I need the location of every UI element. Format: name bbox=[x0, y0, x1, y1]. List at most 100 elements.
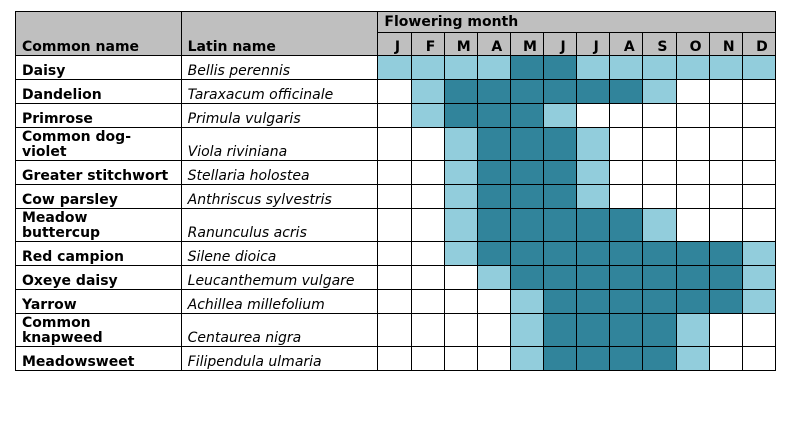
month-cell bbox=[543, 265, 578, 290]
month-cell bbox=[576, 184, 611, 209]
month-cell bbox=[377, 241, 412, 266]
month-cell bbox=[443, 79, 478, 104]
month-cell bbox=[509, 79, 545, 104]
month-cell bbox=[476, 241, 511, 266]
month-cell bbox=[410, 289, 445, 314]
month-cell bbox=[642, 160, 677, 185]
month-cell bbox=[642, 346, 677, 371]
month-cell bbox=[476, 55, 511, 80]
common-name-cell: Meadow buttercup bbox=[15, 208, 182, 242]
month-cell bbox=[476, 127, 511, 161]
common-name-cell: Oxeye daisy bbox=[15, 265, 182, 290]
month-cell bbox=[609, 313, 644, 347]
month-cell bbox=[741, 184, 777, 209]
month-cell bbox=[443, 208, 478, 242]
common-name-text: Cow parsley bbox=[22, 192, 118, 208]
month-cell bbox=[377, 346, 412, 371]
common-name-cell: Greater stitchwort bbox=[15, 160, 182, 185]
month-cell bbox=[675, 241, 710, 266]
month-cell bbox=[509, 127, 545, 161]
latin-name-cell: Silene dioica bbox=[180, 241, 379, 266]
month-header: J bbox=[543, 32, 578, 56]
month-cell bbox=[377, 184, 412, 209]
month-cell bbox=[708, 265, 743, 290]
month-header: J bbox=[576, 32, 611, 56]
month-cell bbox=[741, 208, 777, 242]
month-cell bbox=[609, 241, 644, 266]
month-cell bbox=[708, 160, 743, 185]
month-cell bbox=[708, 184, 743, 209]
month-cell bbox=[675, 346, 710, 371]
header-common-name: Common name bbox=[15, 11, 182, 56]
month-cell bbox=[675, 79, 710, 104]
latin-name-cell: Achillea millefolium bbox=[180, 289, 379, 314]
month-cell bbox=[410, 241, 445, 266]
table-row: Yarrow Achillea millefolium bbox=[15, 289, 777, 314]
table-row: Dandelion Taraxacum officinale bbox=[15, 79, 777, 104]
table-row: Red campion Silene dioica bbox=[15, 241, 777, 266]
month-cell bbox=[675, 103, 710, 128]
month-cell bbox=[476, 313, 511, 347]
month-cell bbox=[675, 55, 710, 80]
month-cell bbox=[609, 103, 644, 128]
table-row: Daisy Bellis perennis bbox=[15, 55, 777, 80]
month-cell bbox=[410, 55, 445, 80]
month-cell bbox=[675, 127, 710, 161]
common-name-text: Common dog- bbox=[22, 129, 131, 145]
month-cell bbox=[476, 289, 511, 314]
month-cell bbox=[642, 289, 677, 314]
table-header: Common name Latin name Flowering month J… bbox=[15, 11, 777, 56]
month-header: A bbox=[609, 32, 644, 56]
table-row: Greater stitchwort Stellaria holostea bbox=[15, 160, 777, 185]
month-cell bbox=[576, 103, 611, 128]
month-cell bbox=[741, 265, 777, 290]
common-name-text: Meadowsweet bbox=[22, 354, 135, 370]
month-cell bbox=[476, 346, 511, 371]
month-header: A bbox=[476, 32, 511, 56]
month-cell bbox=[609, 127, 644, 161]
latin-name-cell: Anthriscus sylvestris bbox=[180, 184, 379, 209]
month-cell bbox=[476, 160, 511, 185]
month-header: D bbox=[741, 32, 777, 56]
common-name-text: Meadow bbox=[22, 210, 88, 226]
month-cell bbox=[675, 208, 710, 242]
table-row: Meadowsweet Filipendula ulmaria bbox=[15, 346, 777, 371]
latin-name-cell: Viola riviniana bbox=[180, 127, 379, 161]
month-cell bbox=[642, 313, 677, 347]
month-cell bbox=[410, 103, 445, 128]
month-cell bbox=[509, 160, 545, 185]
latin-name-cell: Ranunculus acris bbox=[180, 208, 379, 242]
month-cell bbox=[509, 55, 545, 80]
month-cell bbox=[675, 313, 710, 347]
table-row: Common dog-violet Viola riviniana bbox=[15, 127, 777, 161]
common-name-cell: Meadowsweet bbox=[15, 346, 182, 371]
month-cell bbox=[576, 289, 611, 314]
month-cell bbox=[377, 127, 412, 161]
table-row: Oxeye daisy Leucanthemum vulgare bbox=[15, 265, 777, 290]
common-name-text: Daisy bbox=[22, 63, 66, 79]
month-cell bbox=[543, 160, 578, 185]
month-cell bbox=[642, 79, 677, 104]
month-cell bbox=[543, 208, 578, 242]
month-cell bbox=[708, 241, 743, 266]
header-flowering-month: Flowering month bbox=[377, 11, 776, 33]
common-name-cell: Cow parsley bbox=[15, 184, 182, 209]
month-cell bbox=[410, 208, 445, 242]
month-cell bbox=[509, 184, 545, 209]
month-cell bbox=[642, 103, 677, 128]
month-cell bbox=[509, 265, 545, 290]
month-cell bbox=[509, 313, 545, 347]
month-cell bbox=[443, 346, 478, 371]
table-row: Primrose Primula vulgaris bbox=[15, 103, 777, 128]
month-cell bbox=[410, 313, 445, 347]
month-cell bbox=[509, 289, 545, 314]
month-cell bbox=[576, 241, 611, 266]
month-cell bbox=[476, 79, 511, 104]
common-name-cell: Dandelion bbox=[15, 79, 182, 104]
month-cell bbox=[708, 55, 743, 80]
latin-name-cell: Centaurea nigra bbox=[180, 313, 379, 347]
month-cell bbox=[609, 346, 644, 371]
month-cell bbox=[476, 184, 511, 209]
month-cell bbox=[543, 103, 578, 128]
month-cell bbox=[708, 346, 743, 371]
